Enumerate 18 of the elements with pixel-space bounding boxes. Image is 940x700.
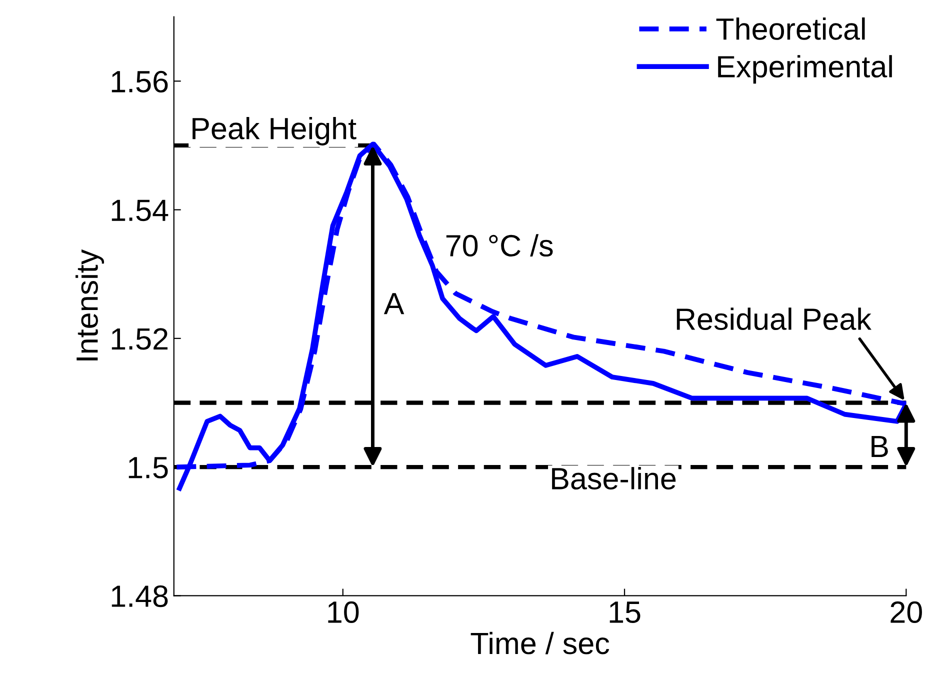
x-tick-label: 15	[610, 602, 640, 624]
annotation: Residual Peak	[676, 308, 872, 330]
y-tick-label: 1.48	[112, 585, 168, 608]
y-tick-label: 1.52	[112, 328, 168, 350]
ref-line-label: Peak Height	[192, 116, 356, 146]
legend-label: Theoretical	[716, 17, 865, 40]
x-axis-title: Time / sec	[470, 632, 610, 654]
annotation: A	[384, 293, 404, 314]
annotation: 70 °C /s	[446, 234, 553, 257]
legend-label: Experimental	[718, 55, 892, 84]
x-tick-label: 10	[328, 601, 359, 624]
y-tick-label: 1.5	[128, 457, 168, 478]
y-axis-title: Intensity	[76, 249, 104, 360]
ref-line-label: Base-line	[552, 467, 676, 490]
y-tick-label: 1.54	[112, 200, 168, 222]
y-tick-label: 1.56	[112, 70, 168, 92]
annotation: B	[872, 436, 888, 458]
x-tick-label: 20	[890, 601, 922, 624]
